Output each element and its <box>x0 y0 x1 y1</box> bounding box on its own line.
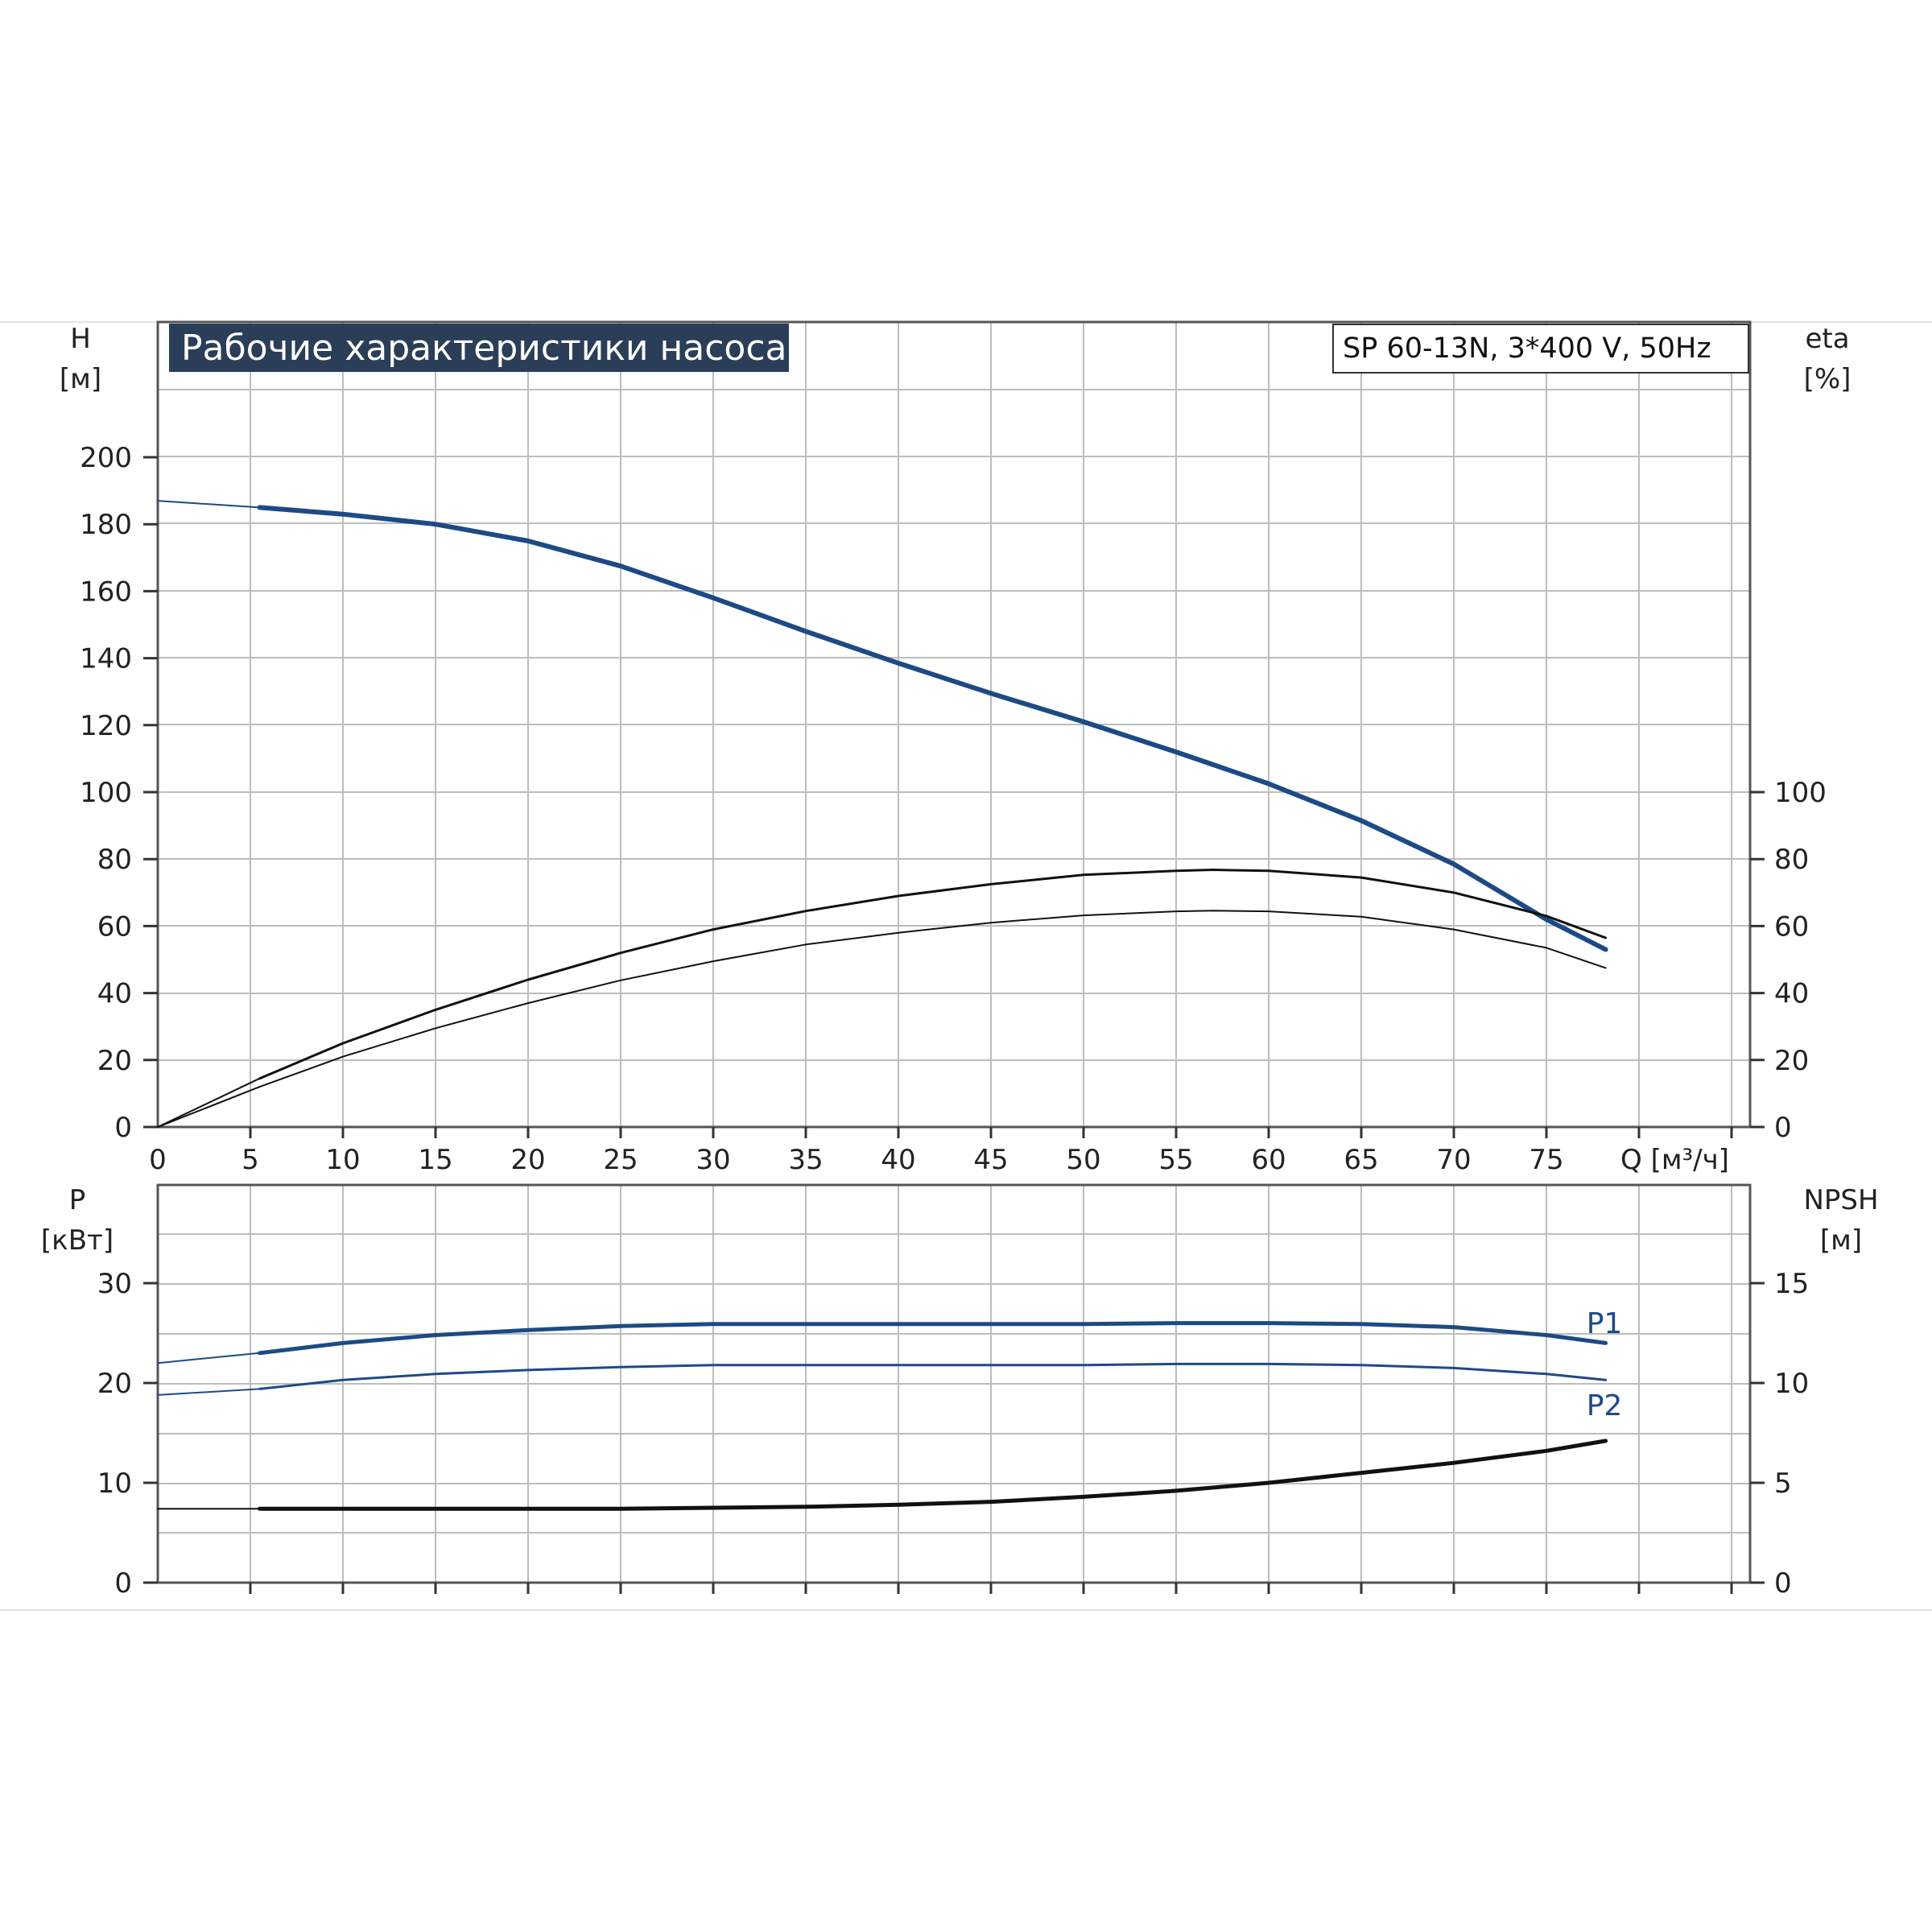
model-box <box>1332 324 1749 374</box>
right-tick-label: 0 <box>1774 1567 1792 1600</box>
p2-curve <box>258 1362 1608 1390</box>
right-tick-label: 10 <box>1774 1368 1809 1400</box>
x-tick-label: 75 <box>1529 1144 1563 1176</box>
power-axis-label: P <box>69 1184 86 1216</box>
x-tick-label: 15 <box>418 1144 452 1176</box>
p1-curve-lead <box>157 1352 261 1364</box>
power-axis-unit: [кВт] <box>41 1224 114 1257</box>
right-tick-label: 15 <box>1774 1268 1809 1300</box>
series-top <box>157 500 1608 1128</box>
x-tick-label: 30 <box>696 1144 730 1176</box>
ticks-top: 0 20 40 60 80 100 120 140 160 180 200 0 20 40 60 80 100 0… <box>80 442 1827 1176</box>
left-tick-label: 60 <box>97 910 132 943</box>
left-tick-label: 140 <box>80 643 132 675</box>
series-0-0-curve <box>257 505 1608 952</box>
right-tick-label: 20 <box>1774 1045 1809 1077</box>
npsh-axis-label: NPSH <box>1803 1184 1878 1216</box>
npsh-axis-unit: [м] <box>1820 1224 1862 1257</box>
head-axis-label: H <box>70 323 91 355</box>
right-tick-label: 80 <box>1774 844 1809 876</box>
x-tick-label: 40 <box>881 1144 915 1176</box>
left-tick-label: 100 <box>80 777 132 809</box>
left-tick-label: 0 <box>114 1567 132 1600</box>
x-tick-label: 60 <box>1251 1144 1286 1176</box>
grid-top <box>158 321 1750 1127</box>
x-tick-label: 50 <box>1066 1144 1100 1176</box>
left-tick-label: 80 <box>97 844 132 876</box>
left-tick-label: 20 <box>97 1045 132 1077</box>
left-tick-label: 160 <box>80 576 132 608</box>
left-tick-label: 200 <box>80 442 132 474</box>
series-1-2-curve <box>258 1439 1608 1511</box>
x-tick-label: 65 <box>1344 1144 1378 1176</box>
series-0-0-curve-lead <box>157 500 261 509</box>
right-tick-label: 40 <box>1774 978 1809 1010</box>
eta-axis-unit: [%] <box>1804 363 1852 395</box>
left-tick-label: 120 <box>80 710 132 742</box>
series-0-2-curve <box>258 910 1607 1088</box>
x-tick-label: 5 <box>242 1144 259 1176</box>
left-tick-label: 10 <box>97 1468 132 1500</box>
right-tick-label: 5 <box>1774 1468 1792 1500</box>
right-tick-label: 0 <box>1774 1112 1792 1144</box>
x-tick-label: 0 <box>149 1144 167 1176</box>
x-tick-label: 35 <box>788 1144 823 1176</box>
x-tick-label: 20 <box>510 1144 545 1176</box>
right-tick-label: 60 <box>1774 910 1809 943</box>
title-box <box>169 324 789 372</box>
flow-axis-label: Q [м³/ч] <box>1620 1144 1729 1176</box>
right-tick-label: 100 <box>1774 777 1827 809</box>
ticks-bottom: 0 10 20 30 0 5 10 15 <box>97 1268 1810 1600</box>
left-tick-label: 180 <box>80 509 132 541</box>
chart-title: Рабочие характеристики насоса <box>181 328 786 369</box>
head-efficiency-panel: 0 20 40 60 80 100 120 140 160 180 200 0 20 40 60 80 100 0… <box>60 320 1852 1176</box>
left-tick-label: 30 <box>97 1268 132 1300</box>
x-tick-label: 55 <box>1158 1144 1193 1176</box>
x-tick-label: 25 <box>603 1144 638 1176</box>
left-tick-label: 20 <box>97 1368 132 1400</box>
grid-bottom <box>158 1185 1750 1583</box>
p2-curve-label: P2 <box>1587 1389 1623 1422</box>
series-bottom <box>157 1321 1608 1511</box>
p1-curve-label: P1 <box>1587 1307 1623 1340</box>
p2-curve-lead <box>157 1388 261 1396</box>
eta-axis-label: eta <box>1805 323 1849 355</box>
left-tick-label: 0 <box>114 1112 132 1144</box>
left-tick-label: 40 <box>97 978 132 1010</box>
series-0-1-curve-lead <box>157 1077 261 1128</box>
x-tick-label: 45 <box>973 1144 1008 1176</box>
model-label: SP 60-13N, 3*400 V, 50Hz <box>1343 332 1711 365</box>
p1-curve <box>258 1321 1608 1356</box>
power-npsh-panel: 0 10 20 30 0 5 10 15 P [кВт] NPSH [м] P1 P2 <box>41 1183 1879 1600</box>
x-tick-label: 70 <box>1436 1144 1471 1176</box>
x-tick-label: 10 <box>325 1144 360 1176</box>
series-0-2-curve-lead <box>157 1086 261 1128</box>
head-axis-unit: [м] <box>60 363 101 395</box>
series-0-1-curve <box>258 869 1608 1080</box>
